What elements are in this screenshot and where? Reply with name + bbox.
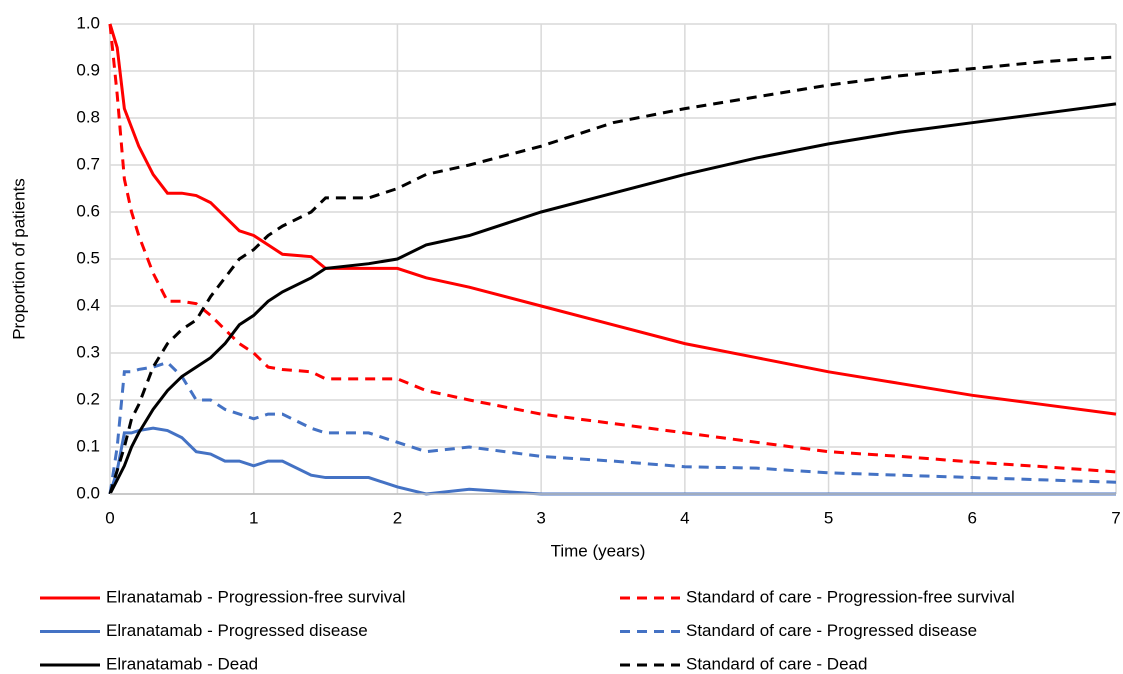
x-tick-label: 4 <box>680 508 689 527</box>
series-line <box>108 55 1117 495</box>
y-tick-label: 0.0 <box>76 483 100 502</box>
y-tick-label: 0.6 <box>76 201 100 220</box>
legend-label: Elranatamab - Progression-free survival <box>106 587 406 606</box>
y-tick-label: 0.2 <box>76 389 100 408</box>
y-tick-label: 0.4 <box>76 295 100 314</box>
y-tick-label: 0.3 <box>76 342 100 361</box>
x-axis-label: Time (years) <box>551 541 646 560</box>
y-axis-label: Proportion of patients <box>9 178 28 340</box>
series-line <box>108 426 1116 496</box>
x-tick-label: 0 <box>105 508 114 527</box>
legend-label: Elranatamab - Dead <box>106 654 258 673</box>
y-tick-label: 0.8 <box>76 107 100 126</box>
legend-label: Standard of care - Progressed disease <box>686 621 977 640</box>
y-tick-label: 0.9 <box>76 60 100 79</box>
y-tick-label: 0.1 <box>76 436 100 455</box>
legend-label: Standard of care - Progression-free surv… <box>686 587 1015 606</box>
series-line <box>108 23 1117 474</box>
x-tick-label: 2 <box>393 508 402 527</box>
x-tick-label: 1 <box>249 508 258 527</box>
series-line <box>108 102 1117 495</box>
series-line <box>108 23 1117 416</box>
series-line <box>108 360 1117 495</box>
x-tick-label: 7 <box>1111 508 1120 527</box>
legend-label: Elranatamab - Progressed disease <box>106 621 368 640</box>
y-tick-label: 1.0 <box>76 13 100 32</box>
legend-label: Standard of care - Dead <box>686 654 867 673</box>
x-tick-label: 5 <box>824 508 833 527</box>
x-tick-label: 6 <box>968 508 977 527</box>
y-tick-label: 0.5 <box>76 248 100 267</box>
y-tick-label: 0.7 <box>76 154 100 173</box>
x-tick-label: 3 <box>536 508 545 527</box>
